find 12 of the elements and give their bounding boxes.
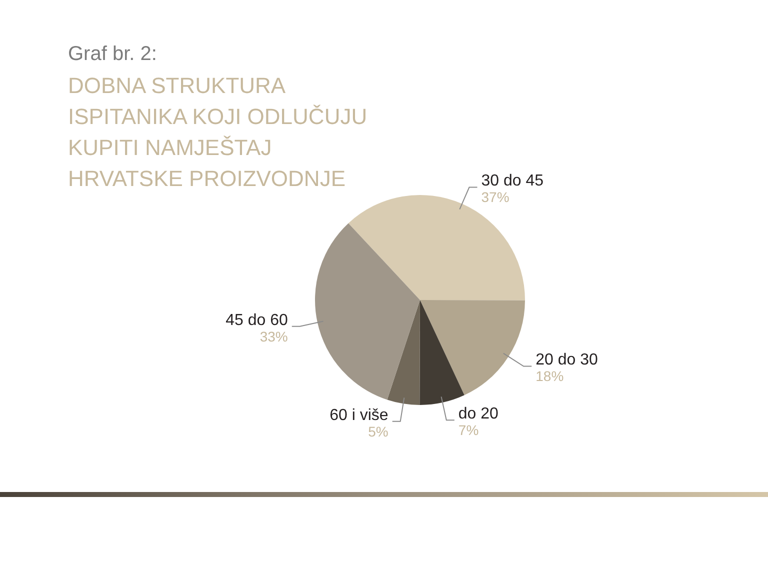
data-label: 5%	[368, 423, 388, 440]
slice-label: 20 do 30	[536, 352, 598, 369]
text: Graf br. 2:	[68, 42, 158, 67]
slice-label: 30 do 45	[481, 172, 544, 190]
slice-label: 60 i više	[330, 406, 388, 424]
data-label: 18%	[536, 368, 564, 384]
slice-label: do 20	[458, 406, 499, 423]
data-label: 33%	[260, 328, 288, 344]
data-label: 7%	[458, 422, 479, 438]
chart-title: DOBNA STRUKTURA ISPITANIKA KOJI ODLUČUJU KUPITI NAMJEŠTAJ HRVATSKE PROIZVODNJE	[68, 72, 368, 193]
slice-label: 45 do 60	[226, 312, 288, 329]
data-label: 37%	[481, 189, 510, 206]
